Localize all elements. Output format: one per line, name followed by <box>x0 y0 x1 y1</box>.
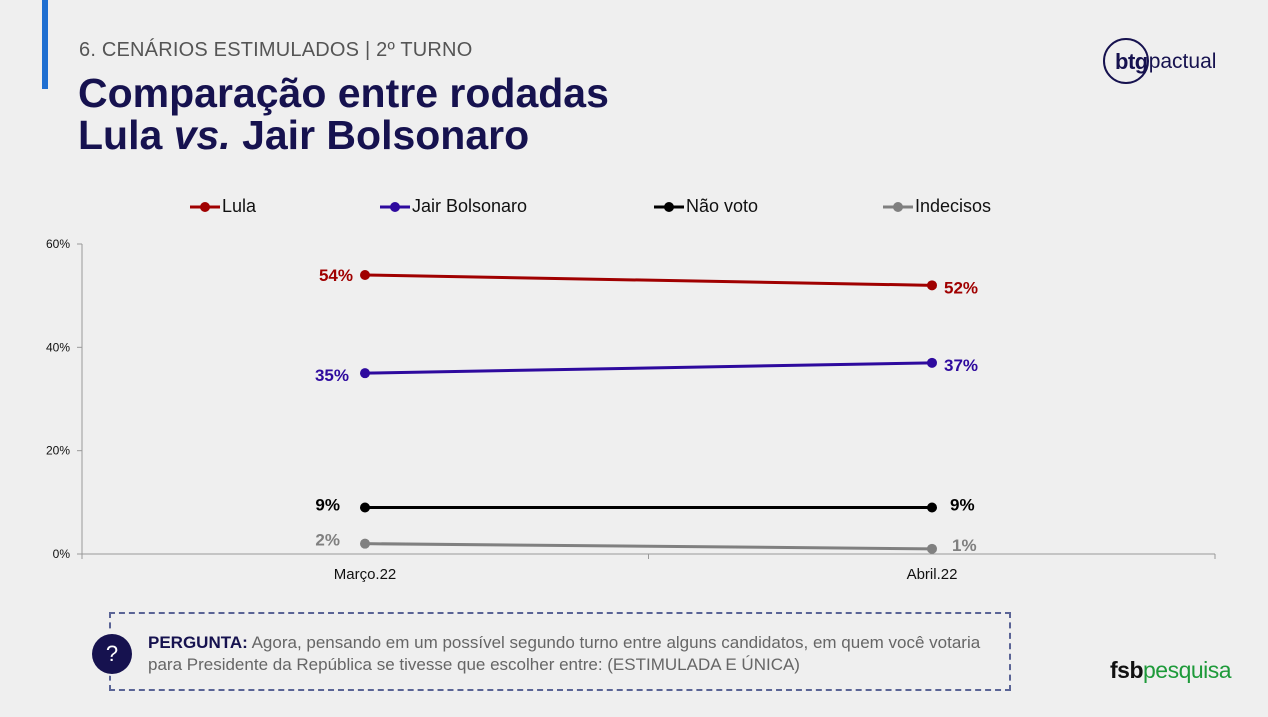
title-part-vs: vs. <box>173 112 231 158</box>
legend-label-indecisos: Indecisos <box>915 196 992 216</box>
data-point <box>927 280 937 291</box>
chart-legend: Lula Jair Bolsonaro Não voto Indecisos <box>0 196 1268 220</box>
legend-marker-indecisos <box>883 201 913 212</box>
data-label: 2% <box>315 531 340 550</box>
data-point <box>360 538 370 549</box>
series-line <box>364 361 933 375</box>
line-chart: 0% 20% 40% 60% Março.22 Abril.22 54% 52% 35% 37% 9… <box>46 237 1216 583</box>
data-label: 54% <box>319 266 353 285</box>
data-point <box>927 357 937 368</box>
logo-btg-text: btg <box>1115 49 1148 74</box>
y-tick-label: 20% <box>46 444 70 458</box>
legend-item-bolsonaro: Jair Bolsonaro <box>380 196 527 217</box>
accent-bar <box>42 0 48 89</box>
logo-pesquisa-text: pesquisa <box>1143 657 1232 683</box>
x-tick-label: Abril.22 <box>907 566 958 583</box>
legend-item-indecisos: Indecisos <box>883 196 991 217</box>
legend-marker-bolsonaro <box>380 201 410 212</box>
data-label: 9% <box>950 496 975 515</box>
x-tick-label: Março.22 <box>334 566 397 583</box>
data-point <box>927 502 937 513</box>
title-line-1: Comparação entre rodadas <box>78 70 609 116</box>
logo-circle <box>1103 38 1149 84</box>
legend-item-lula: Lula <box>190 196 256 217</box>
data-label: 35% <box>315 366 349 385</box>
series-line <box>364 273 933 287</box>
legend-label-bolsonaro: Jair Bolsonaro <box>412 196 528 216</box>
legend-marker-lula <box>190 201 220 212</box>
data-point <box>360 502 370 513</box>
y-tick-label: 60% <box>46 237 70 251</box>
question-text: PERGUNTA: Agora, pensando em um possível… <box>148 632 998 676</box>
data-label: 37% <box>944 356 978 375</box>
data-label: 9% <box>315 496 340 515</box>
logo-fsb-text: fsb <box>1110 657 1144 683</box>
legend-label-nao-voto: Não voto <box>686 196 759 216</box>
series-line <box>364 542 933 551</box>
data-label: 52% <box>944 278 978 297</box>
fsb-pesquisa-logo: fsbpesquisa <box>1110 657 1232 684</box>
title-part-a: Lula <box>78 112 174 158</box>
question-body: Agora, pensando em um possível segundo t… <box>148 633 981 674</box>
btg-pactual-logo: btg pactual <box>1103 38 1216 86</box>
data-point <box>360 270 370 280</box>
legend-marker-nao-voto <box>654 201 684 212</box>
section-label: 6. CENÁRIOS ESTIMULADOS | 2º TURNO <box>79 39 473 61</box>
logo-pactual-text: pactual <box>1148 50 1217 73</box>
question-label: PERGUNTA: <box>148 633 248 652</box>
y-tick-label: 40% <box>46 340 70 354</box>
title-part-c: Jair Bolsonaro <box>230 112 530 158</box>
legend-label-lula: Lula <box>222 196 257 216</box>
data-label: 1% <box>952 536 977 555</box>
page-title: Comparação entre rodadas Lula vs. Jair B… <box>78 72 609 156</box>
data-point <box>927 543 937 554</box>
question-mark-icon: ? <box>92 634 132 674</box>
y-tick-label: 0% <box>53 547 71 561</box>
data-point <box>360 368 370 379</box>
legend-item-nao-voto: Não voto <box>654 196 758 217</box>
title-line-2: Lula vs. Jair Bolsonaro <box>78 114 609 156</box>
